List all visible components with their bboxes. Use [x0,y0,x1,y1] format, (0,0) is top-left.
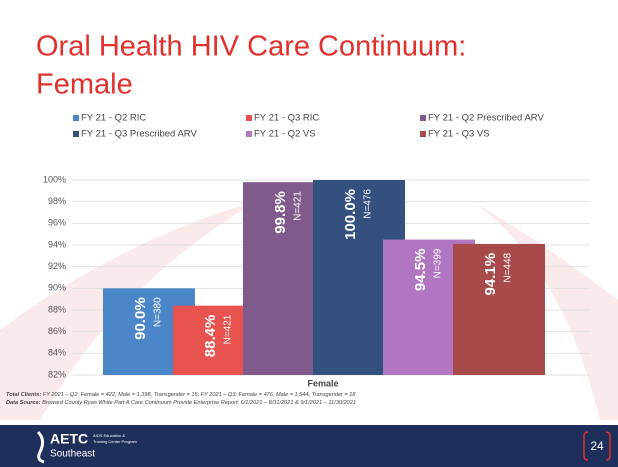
y-tick-label: 86% [48,326,66,336]
y-tick-label: 90% [48,283,66,293]
y-tick-label: 88% [48,304,66,314]
value-label: 94.5% [412,249,429,292]
n-label: N=421 [293,191,304,221]
n-label: N=380 [153,297,164,327]
legend-swatch [246,131,252,137]
bar [453,243,545,375]
value-label: 90.0% [132,297,149,340]
legend-swatch [420,115,426,121]
logo-sub: AIDS Education & [93,433,125,438]
n-label: N=476 [363,189,374,219]
y-tick-label: 84% [48,348,66,358]
page-bracket [583,431,611,461]
value-label: 100.0% [342,189,359,240]
legend-swatch [73,131,79,137]
logo-region: Southeast [50,449,95,460]
footnote-label: Data Source: [6,400,41,406]
legend-label: FY 21 - Q3 RIC [254,113,319,124]
legend-swatch [420,131,426,137]
logo-sub: Training Center Program [93,439,138,444]
n-label: N=399 [433,248,444,278]
footnote-text: Broward County Ryan White Part A Care Co… [42,400,356,406]
legend-label: FY 21 - Q2 VS [254,129,316,140]
footnote: Total Clients: FY 2021 – Q2: Female = 42… [6,392,356,398]
value-label: 88.4% [202,315,219,358]
legend-swatch [73,115,79,121]
n-label: N=448 [503,252,514,282]
logo: AETC [50,431,88,447]
legend-label: FY 21 - Q2 RIC [81,113,146,124]
y-tick-label: 96% [48,218,66,228]
y-tick-label: 94% [48,239,66,249]
legend-label: FY 21 - Q3 Prescribed ARV [81,129,197,140]
n-label: N=421 [223,314,234,344]
page-number: 24 [590,439,604,453]
title: Female [36,69,133,101]
y-tick-label: 82% [48,369,66,379]
value-label: 94.1% [482,253,499,296]
y-tick-label: 92% [48,261,66,271]
title: Oral Health HIV Care Continuum: [36,31,466,63]
footnote-label: Total Clients: [6,392,41,398]
footnote-text: FY 2021 – Q2: Female = 422, Male = 1,398… [43,392,357,398]
legend-label: FY 21 - Q2 Prescribed ARV [428,113,544,124]
swoosh [0,200,260,420]
y-tick-label: 98% [48,196,66,206]
legend-label: FY 21 - Q3 VS [428,129,490,140]
logo-ribbon [36,430,45,464]
x-axis-label: Female [307,378,338,388]
footnote: Data Source: Broward County Ryan White P… [6,400,356,406]
value-label: 99.8% [272,191,289,234]
legend-swatch [246,115,252,121]
footer-bar [0,425,618,467]
y-tick-label: 100% [43,174,66,184]
